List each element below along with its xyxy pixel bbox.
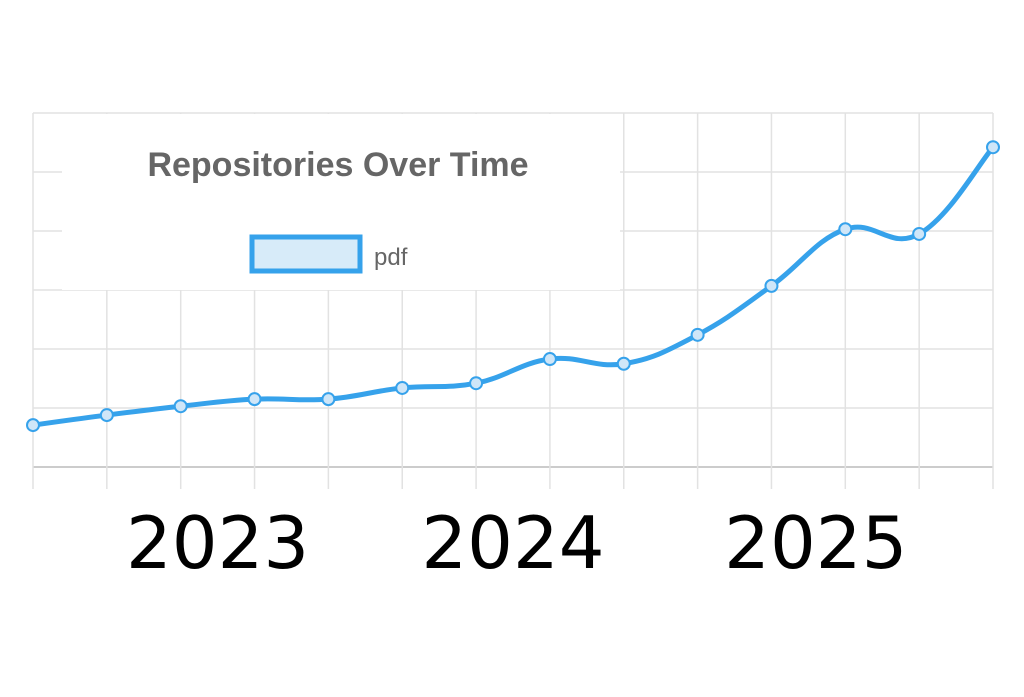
- x-tick-label: 2024: [421, 501, 604, 585]
- data-point: [912, 226, 927, 241]
- data-point: [395, 380, 410, 395]
- data-point: [542, 352, 557, 367]
- data-point: [616, 356, 631, 371]
- data-point: [173, 399, 188, 414]
- x-tick-label: 2025: [724, 501, 907, 585]
- x-tick-label: 2023: [126, 501, 309, 585]
- data-point: [838, 222, 853, 237]
- chart-title: Repositories Over Time: [147, 146, 528, 184]
- data-point: [26, 418, 40, 433]
- data-point: [986, 140, 1000, 155]
- legend-label: pdf: [374, 244, 408, 271]
- data-point: [764, 278, 779, 293]
- legend-swatch: [249, 234, 363, 274]
- data-point: [469, 376, 484, 391]
- data-point: [247, 392, 262, 407]
- data-point: [321, 392, 336, 407]
- data-point: [99, 408, 114, 423]
- data-point: [690, 327, 705, 342]
